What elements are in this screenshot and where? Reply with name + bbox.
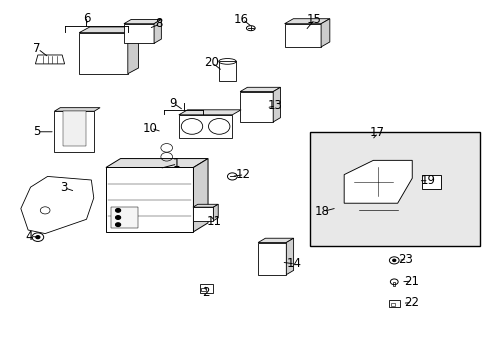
Polygon shape [193, 158, 207, 232]
Polygon shape [54, 108, 100, 111]
Polygon shape [240, 87, 280, 91]
Text: 19: 19 [420, 174, 434, 187]
Text: 16: 16 [234, 13, 248, 26]
Circle shape [392, 259, 395, 261]
Polygon shape [240, 91, 273, 122]
Polygon shape [35, 55, 64, 64]
Circle shape [116, 223, 120, 226]
Polygon shape [193, 204, 218, 207]
Text: 10: 10 [142, 122, 157, 135]
Bar [309, 132, 479, 246]
Polygon shape [321, 19, 329, 47]
Bar [179, 115, 232, 138]
Bar [201, 288, 205, 292]
Polygon shape [79, 27, 138, 33]
Bar [111, 207, 137, 228]
Text: 1: 1 [172, 157, 180, 170]
Polygon shape [258, 238, 293, 243]
Text: 6: 6 [82, 12, 90, 25]
Text: 23: 23 [398, 253, 412, 266]
Text: 13: 13 [267, 99, 282, 112]
Polygon shape [154, 19, 161, 43]
Bar [54, 111, 94, 152]
Polygon shape [21, 176, 94, 234]
Text: 14: 14 [286, 257, 301, 270]
Text: 22: 22 [403, 296, 418, 309]
Bar [200, 284, 213, 293]
Polygon shape [284, 19, 329, 24]
Bar [421, 175, 441, 189]
Bar [218, 62, 236, 81]
Text: 9: 9 [168, 97, 176, 110]
Text: 7: 7 [33, 42, 41, 55]
Text: 18: 18 [314, 205, 329, 218]
Polygon shape [123, 24, 154, 43]
Circle shape [36, 236, 40, 239]
Text: 17: 17 [369, 126, 384, 139]
Text: 2: 2 [202, 286, 209, 299]
Text: 12: 12 [236, 168, 250, 181]
Text: 4: 4 [26, 230, 33, 243]
Polygon shape [273, 87, 280, 122]
Polygon shape [127, 27, 138, 74]
Circle shape [116, 216, 120, 219]
Bar [62, 111, 86, 146]
Bar [388, 300, 399, 307]
Text: 11: 11 [206, 215, 222, 228]
Text: 15: 15 [306, 13, 321, 26]
Text: 3: 3 [60, 181, 67, 194]
Polygon shape [286, 238, 293, 275]
Text: 21: 21 [403, 275, 418, 288]
Text: 5: 5 [33, 125, 40, 138]
Polygon shape [193, 207, 213, 221]
Polygon shape [106, 158, 207, 167]
Bar [390, 303, 394, 306]
Bar [392, 282, 394, 287]
Polygon shape [79, 33, 127, 74]
Polygon shape [258, 243, 286, 275]
Polygon shape [123, 19, 161, 24]
Polygon shape [213, 204, 218, 221]
Text: 20: 20 [203, 56, 219, 69]
Circle shape [116, 208, 120, 212]
Polygon shape [106, 167, 193, 232]
Polygon shape [179, 110, 241, 115]
Polygon shape [344, 160, 411, 203]
Text: 8: 8 [155, 17, 163, 30]
Polygon shape [284, 24, 321, 47]
